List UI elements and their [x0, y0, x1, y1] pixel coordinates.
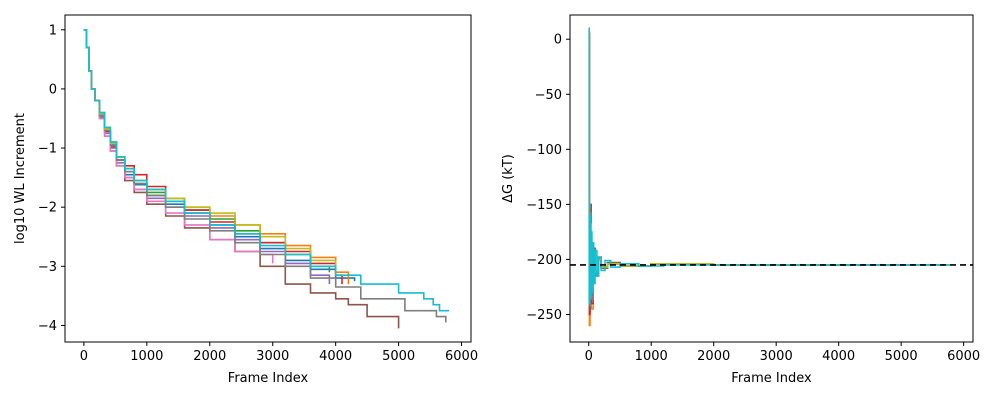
x-tick-label: 4000 [822, 349, 855, 364]
axes-frame [569, 14, 974, 343]
x-tick-label: 0 [80, 349, 88, 364]
y-tick-label: −200 [526, 253, 562, 268]
x-tick-label: 5000 [382, 349, 415, 364]
y-tick-label: −50 [535, 88, 562, 103]
y-tick-label: −2 [38, 201, 57, 216]
series-line-2 [588, 32, 852, 327]
y-axis-label: log10 WL Increment [13, 113, 28, 244]
x-tick-label: 0 [585, 349, 593, 364]
x-tick-label: 6000 [947, 349, 980, 364]
chart-panel-delta-g: 0 1000 2000 3000 4000 5000 6000 0 −50 −100 −150 −20… [501, 14, 980, 386]
series-group [83, 29, 449, 329]
axes-frame [64, 14, 472, 343]
x-axis-label: Frame Index [731, 371, 812, 386]
x-axis-label: Frame Index [228, 371, 309, 386]
y-tick-label: −100 [526, 143, 562, 158]
series-line-8 [83, 29, 447, 323]
series-line-10 [83, 29, 449, 312]
y-tick-label: 1 [49, 23, 57, 38]
x-tick-label: 3000 [760, 349, 793, 364]
series-line-4 [588, 32, 845, 316]
y-tick-label: −3 [38, 260, 57, 275]
y-axis-label: ΔG (kT) [501, 154, 516, 203]
x-tick-label: 1000 [130, 349, 163, 364]
chart-panel-wl-increment: 0 1000 2000 3000 4000 5000 6000 1 0 −1 −2 −3 −4 Frame… [13, 14, 478, 386]
series-line-5 [588, 32, 833, 299]
series-line-1 [83, 29, 356, 282]
x-tick-label: 6000 [445, 349, 478, 364]
x-tick-label: 2000 [697, 349, 730, 364]
y-tick-label: 0 [49, 82, 57, 97]
x-tick-label: 3000 [256, 349, 289, 364]
series-line-7 [588, 32, 777, 303]
series-group [588, 27, 952, 327]
series-line-9 [588, 32, 839, 297]
x-tick-label: 4000 [319, 349, 352, 364]
series-line-3 [83, 29, 331, 273]
series-line-6 [588, 32, 902, 310]
x-tick-label: 1000 [635, 349, 668, 364]
y-tick-label: −1 [38, 142, 57, 157]
series-line-3 [588, 32, 833, 294]
y-tick-label: 0 [554, 33, 562, 48]
y-tick-label: −150 [526, 198, 562, 213]
y-tick-label: −250 [526, 308, 562, 323]
y-tick-label: −4 [38, 319, 57, 334]
series-line-10 [588, 27, 952, 305]
x-tick-label: 2000 [193, 349, 226, 364]
series-line-6 [83, 29, 400, 329]
x-tick-label: 5000 [885, 349, 918, 364]
